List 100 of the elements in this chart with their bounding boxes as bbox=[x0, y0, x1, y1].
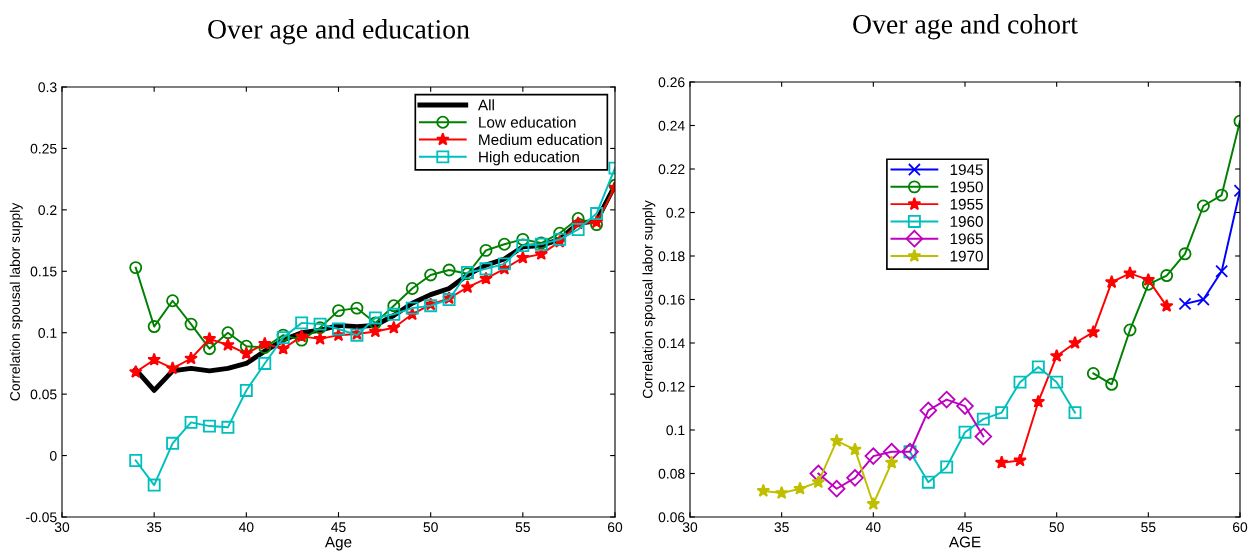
point bbox=[313, 317, 327, 331]
point bbox=[882, 442, 901, 461]
point bbox=[1013, 375, 1027, 389]
point bbox=[128, 364, 143, 378]
y-tick-label: 0.12 bbox=[658, 381, 685, 392]
point bbox=[937, 390, 956, 409]
point bbox=[332, 322, 345, 336]
y-tick-label: -0.05 bbox=[26, 512, 57, 523]
point bbox=[1031, 360, 1045, 374]
y-tick-label: 0.3 bbox=[38, 82, 57, 93]
point bbox=[976, 412, 990, 426]
point bbox=[387, 299, 401, 313]
point bbox=[165, 361, 180, 375]
point bbox=[1178, 297, 1192, 311]
chart-title: Over age and education bbox=[208, 19, 470, 45]
point bbox=[1160, 269, 1174, 283]
point bbox=[866, 496, 881, 510]
point bbox=[184, 317, 198, 331]
point bbox=[184, 415, 198, 429]
y-tick-label: 0.26 bbox=[658, 77, 685, 88]
point bbox=[239, 339, 253, 353]
legend-label: 1950 bbox=[950, 181, 983, 193]
point bbox=[1196, 199, 1210, 213]
point bbox=[350, 301, 364, 315]
point bbox=[221, 337, 235, 351]
y-tick-label: 0.15 bbox=[30, 266, 57, 277]
point bbox=[368, 324, 383, 338]
point bbox=[1123, 266, 1137, 280]
point bbox=[405, 301, 419, 315]
point bbox=[1159, 298, 1174, 312]
point bbox=[332, 304, 345, 318]
point bbox=[1068, 335, 1082, 349]
point bbox=[221, 420, 235, 434]
y-tick-label: 0.22 bbox=[658, 164, 685, 175]
point bbox=[534, 246, 549, 261]
point bbox=[203, 342, 216, 356]
point bbox=[846, 469, 864, 487]
point bbox=[995, 406, 1009, 420]
point bbox=[884, 455, 899, 469]
x-tick-label: 55 bbox=[1141, 522, 1156, 533]
point bbox=[1050, 375, 1064, 389]
point bbox=[774, 485, 789, 500]
point bbox=[516, 239, 530, 252]
legend-label: Medium education bbox=[479, 133, 602, 146]
point bbox=[405, 282, 419, 295]
y-tick-label: 0.05 bbox=[30, 389, 57, 400]
x-axis-title: AGE bbox=[948, 536, 981, 548]
point bbox=[864, 447, 883, 465]
point bbox=[974, 427, 993, 446]
point bbox=[147, 320, 161, 334]
point bbox=[147, 478, 161, 492]
y-tick-label: 0 bbox=[49, 450, 57, 461]
y-tick-label: 0.18 bbox=[658, 251, 685, 262]
point bbox=[166, 294, 180, 308]
point bbox=[387, 307, 401, 321]
point bbox=[811, 475, 826, 489]
point bbox=[1049, 348, 1064, 363]
y-tick-label: 0.16 bbox=[658, 294, 685, 305]
point bbox=[257, 336, 272, 350]
point bbox=[1196, 293, 1210, 306]
chart-title: Over age and cohort bbox=[853, 14, 1078, 40]
legend-label: High education bbox=[479, 151, 579, 166]
point bbox=[1215, 264, 1229, 278]
point bbox=[515, 250, 530, 264]
legend-label: Low education bbox=[479, 116, 576, 128]
point bbox=[793, 481, 807, 495]
point bbox=[313, 321, 327, 335]
point bbox=[919, 401, 938, 420]
point bbox=[1086, 366, 1100, 380]
point bbox=[239, 383, 253, 397]
point bbox=[516, 232, 530, 246]
point bbox=[571, 223, 585, 236]
point bbox=[1031, 394, 1046, 408]
point bbox=[368, 316, 382, 330]
legend-label: 1955 bbox=[950, 198, 983, 210]
point bbox=[479, 262, 493, 276]
point bbox=[1068, 406, 1082, 420]
x-tick-label: 35 bbox=[774, 522, 789, 533]
y-tick-label: 0.2 bbox=[666, 207, 685, 218]
x-tick-label: 30 bbox=[682, 522, 698, 533]
point bbox=[203, 419, 216, 433]
y-tick-label: 0.25 bbox=[30, 143, 57, 154]
y-axis-title: Correlation spousal labor supply bbox=[642, 200, 656, 398]
point bbox=[1086, 324, 1101, 339]
x-tick-label: 55 bbox=[515, 522, 530, 533]
point bbox=[1141, 272, 1156, 286]
point bbox=[368, 311, 382, 325]
point bbox=[295, 316, 309, 330]
point bbox=[756, 483, 771, 497]
point bbox=[1123, 323, 1137, 337]
point bbox=[166, 436, 180, 450]
point bbox=[129, 261, 143, 275]
legend-label: 1960 bbox=[950, 216, 983, 227]
point bbox=[994, 455, 1009, 469]
y-tick-label: 0.14 bbox=[658, 338, 685, 349]
y-tick-label: 0.08 bbox=[658, 468, 685, 479]
x-tick-label: 45 bbox=[957, 522, 973, 533]
legend-label: 1965 bbox=[950, 233, 983, 245]
legend-label: All bbox=[477, 99, 494, 111]
x-tick-label: 60 bbox=[607, 522, 623, 533]
